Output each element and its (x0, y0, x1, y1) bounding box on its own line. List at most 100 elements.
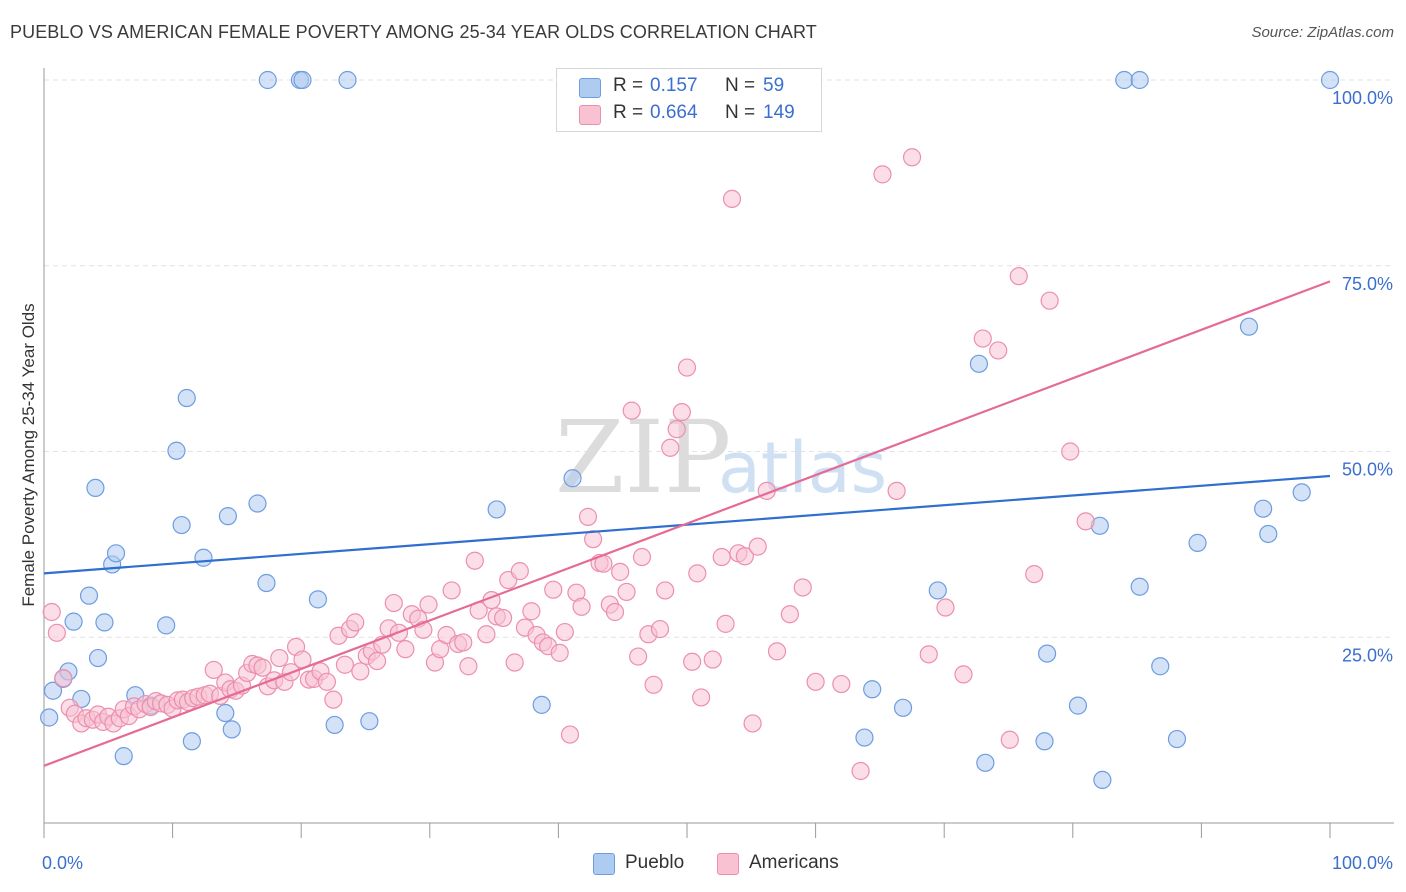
americans-point (688, 564, 707, 583)
americans-point (1009, 267, 1028, 286)
americans-point (578, 507, 598, 526)
americans-point (672, 403, 691, 422)
americans-point (1000, 730, 1019, 749)
americans-point (204, 660, 223, 680)
americans-swatch (579, 105, 601, 125)
chart-title: PUEBLO VS AMERICAN FEMALE POVERTY AMONG … (10, 22, 817, 42)
chart-source: Source: ZipAtlas.com (1251, 24, 1394, 41)
pueblo-point (532, 695, 551, 714)
pueblo-point (1068, 696, 1088, 715)
y-tick-label: 75.0% (1342, 274, 1393, 294)
americans-point (936, 598, 955, 617)
americans-point (644, 675, 663, 694)
pueblo-point (928, 581, 947, 600)
pueblo-point (88, 648, 108, 668)
americans-point (611, 562, 630, 581)
americans-point (544, 580, 563, 599)
pueblo-point (95, 613, 114, 632)
americans-point (1025, 564, 1044, 584)
legend-label-americans: Americans (749, 852, 839, 873)
americans-point (522, 602, 541, 621)
americans-point (703, 650, 722, 669)
pueblo-point (1115, 70, 1134, 90)
americans-point (367, 651, 387, 671)
americans-point (902, 148, 922, 167)
pueblo-point (1035, 732, 1054, 751)
americans-trend-line (43, 280, 1331, 767)
y-tick-label: 100.0% (1332, 88, 1393, 108)
americans-point (793, 578, 812, 597)
americans-point (477, 625, 496, 644)
americans-point (887, 481, 906, 500)
pueblo-point (257, 573, 276, 593)
americans-point (560, 725, 580, 744)
americans-point (1076, 512, 1095, 531)
pueblo-point (338, 70, 357, 90)
pueblo-point (248, 494, 267, 513)
americans-point (605, 602, 625, 622)
legend-r-value: 0.157 (650, 75, 698, 96)
americans-point (494, 608, 513, 628)
americans-point (683, 652, 702, 671)
americans-point (572, 597, 591, 616)
americans-point (629, 647, 648, 666)
pueblo-point (863, 680, 882, 699)
pueblo-point (969, 354, 989, 373)
legend-n-label: N = (725, 75, 756, 96)
pueblo-point (308, 590, 328, 609)
pueblo-point (86, 478, 105, 498)
americans-point (677, 358, 697, 377)
americans-point (617, 582, 636, 602)
x-tick-label: 100.0% (1332, 853, 1393, 873)
legend-n-label: N = (725, 102, 756, 123)
pueblo-point (167, 441, 186, 460)
americans-point (335, 655, 355, 674)
americans-point (396, 640, 415, 659)
americans-point (661, 438, 680, 457)
legend-r-label: R = (613, 102, 644, 123)
americans-point (743, 714, 762, 733)
y-tick-label: 50.0% (1342, 460, 1393, 480)
pueblo-point (487, 500, 506, 519)
pueblo-point (64, 612, 83, 631)
americans-point (454, 633, 473, 652)
legend-row-americans: R = 0.664 N = 149 (557, 102, 821, 128)
pueblo-point (360, 712, 379, 731)
pueblo-point (855, 728, 874, 747)
pueblo-point (1188, 533, 1207, 552)
pueblo-point (194, 548, 213, 567)
pueblo-point (1037, 644, 1057, 663)
pueblo-point (40, 708, 59, 727)
americans-point (735, 547, 754, 566)
pueblo-point (1130, 577, 1149, 596)
pueblo-point (1259, 524, 1278, 544)
y-axis-label: Female Poverty Among 25-34 Year Olds (19, 303, 38, 606)
pueblo-point (563, 469, 582, 488)
americans-point (873, 165, 892, 184)
pueblo-point (177, 388, 196, 408)
pueblo-point (43, 681, 63, 700)
pueblo-point (172, 515, 191, 535)
americans-point (780, 605, 799, 624)
pueblo-point (79, 586, 99, 605)
legend-r-label: R = (613, 75, 644, 96)
pueblo-point (1254, 499, 1273, 518)
americans-point (667, 420, 686, 439)
pueblo-point (893, 698, 913, 717)
americans-point (1061, 442, 1080, 461)
legend-r-value: 0.664 (650, 102, 698, 123)
pueblo-point (1130, 70, 1149, 90)
americans-point (722, 189, 742, 208)
americans-point (47, 623, 66, 642)
americans-point (622, 401, 641, 420)
x-tick-label: 0.0% (42, 853, 83, 873)
pueblo-point (976, 753, 995, 772)
americans-point (442, 581, 461, 600)
legend-row-pueblo: R = 0.157 N = 59 (557, 75, 821, 101)
americans-legend-swatch (717, 853, 739, 875)
americans-point (505, 653, 524, 672)
pueblo-point (1167, 729, 1187, 749)
americans-point (346, 613, 365, 632)
americans-point (317, 672, 337, 691)
americans-point (270, 648, 289, 668)
